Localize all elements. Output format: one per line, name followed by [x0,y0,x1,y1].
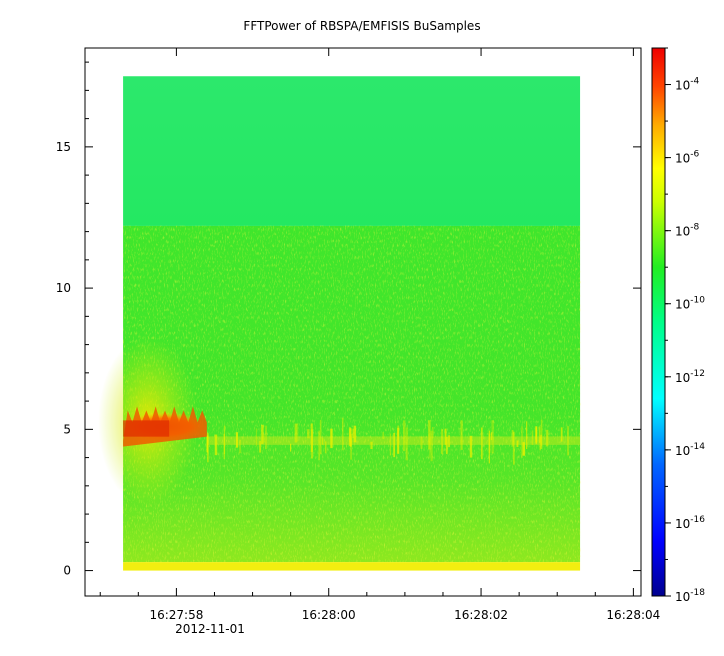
y-tick-label: 0 [63,564,71,578]
streak [469,435,473,458]
y-tick-label: 5 [63,422,71,436]
streak [342,418,344,451]
streak [560,427,563,442]
x-tick-label: 16:28:04 [606,608,660,622]
spectrogram-noise [123,225,581,563]
y-tick-label: 10 [56,281,71,295]
streak [441,429,444,455]
streak [546,429,549,447]
spectrogram-image [98,76,581,571]
emission-feature [123,406,207,447]
colorbar-tick-label: 10-4 [675,77,700,93]
streak [324,441,327,454]
streak [567,426,569,456]
streak [432,427,434,438]
streak [265,425,267,450]
streak [538,426,541,443]
streak [516,440,519,448]
streak [420,436,423,449]
colorbar-tick-label: 10-12 [675,369,705,385]
streak [541,419,543,447]
streak [223,433,225,459]
streak [352,428,354,439]
x-tick-label: 16:28:00 [302,608,356,622]
streak [488,430,491,464]
streak [330,428,333,449]
streak [526,421,528,450]
x-date-label: 2012-11-01 [175,622,245,636]
streak [513,431,515,465]
streak [382,432,385,440]
colorbar-tick-label: 10-16 [675,515,705,531]
streak [397,427,400,454]
chart-title: FFTPower of RBSPA/EMFISIS BuSamples [243,19,480,33]
streak [349,438,352,447]
streak [446,436,448,455]
streak [428,420,431,450]
streak [393,432,395,458]
streak [353,425,357,443]
colorbar [651,47,666,597]
streak [307,429,310,439]
streak [310,423,313,452]
streak [259,440,262,453]
streak [318,430,321,461]
streak [297,423,299,442]
y-tick-label: 15 [56,140,71,154]
streak [389,433,391,456]
streak [405,427,408,461]
streak [430,430,433,462]
streak [521,426,523,458]
streak [319,420,322,455]
streak [535,426,538,443]
streak [322,438,324,445]
spectrogram-band [123,562,581,571]
streak [522,442,526,456]
streak [294,423,297,443]
streak [403,420,406,452]
streak [444,428,447,445]
x-axis: 16:27:58 16:28:00 16:28:02 16:28:04 [99,48,660,622]
streak [539,436,541,451]
streak [531,430,534,446]
streak [263,434,265,443]
streak [255,428,257,447]
streak [511,429,514,447]
streak [290,443,292,452]
y-axis: 0 5 10 15 [56,61,641,578]
streak [460,420,463,450]
colorbar-axis: 10-18 10-16 10-14 10-12 10-10 10-8 10-6 10-4 [665,47,705,604]
x-tick-label: 16:27:58 [149,608,203,622]
streak [491,420,494,454]
streak [207,433,209,463]
streak [214,434,218,456]
streak [490,432,493,441]
streak [540,434,543,450]
streak [235,432,238,448]
streak [447,435,451,448]
colorbar-tick-label: 10-8 [675,223,700,239]
streak [349,428,352,446]
streak [397,425,399,441]
streak [239,439,241,454]
colorbar-tick-label: 10-14 [675,442,705,458]
streak [261,424,264,444]
colorbar-tick-label: 10-10 [675,296,705,312]
colorbar-tick-label: 10-18 [675,588,705,604]
colorbar-tick-label: 10-6 [675,150,700,166]
spectrogram-band [123,76,581,226]
x-tick-label: 16:28:02 [454,608,508,622]
emission-peak [123,420,170,437]
streak [480,427,483,460]
streak [370,441,373,450]
